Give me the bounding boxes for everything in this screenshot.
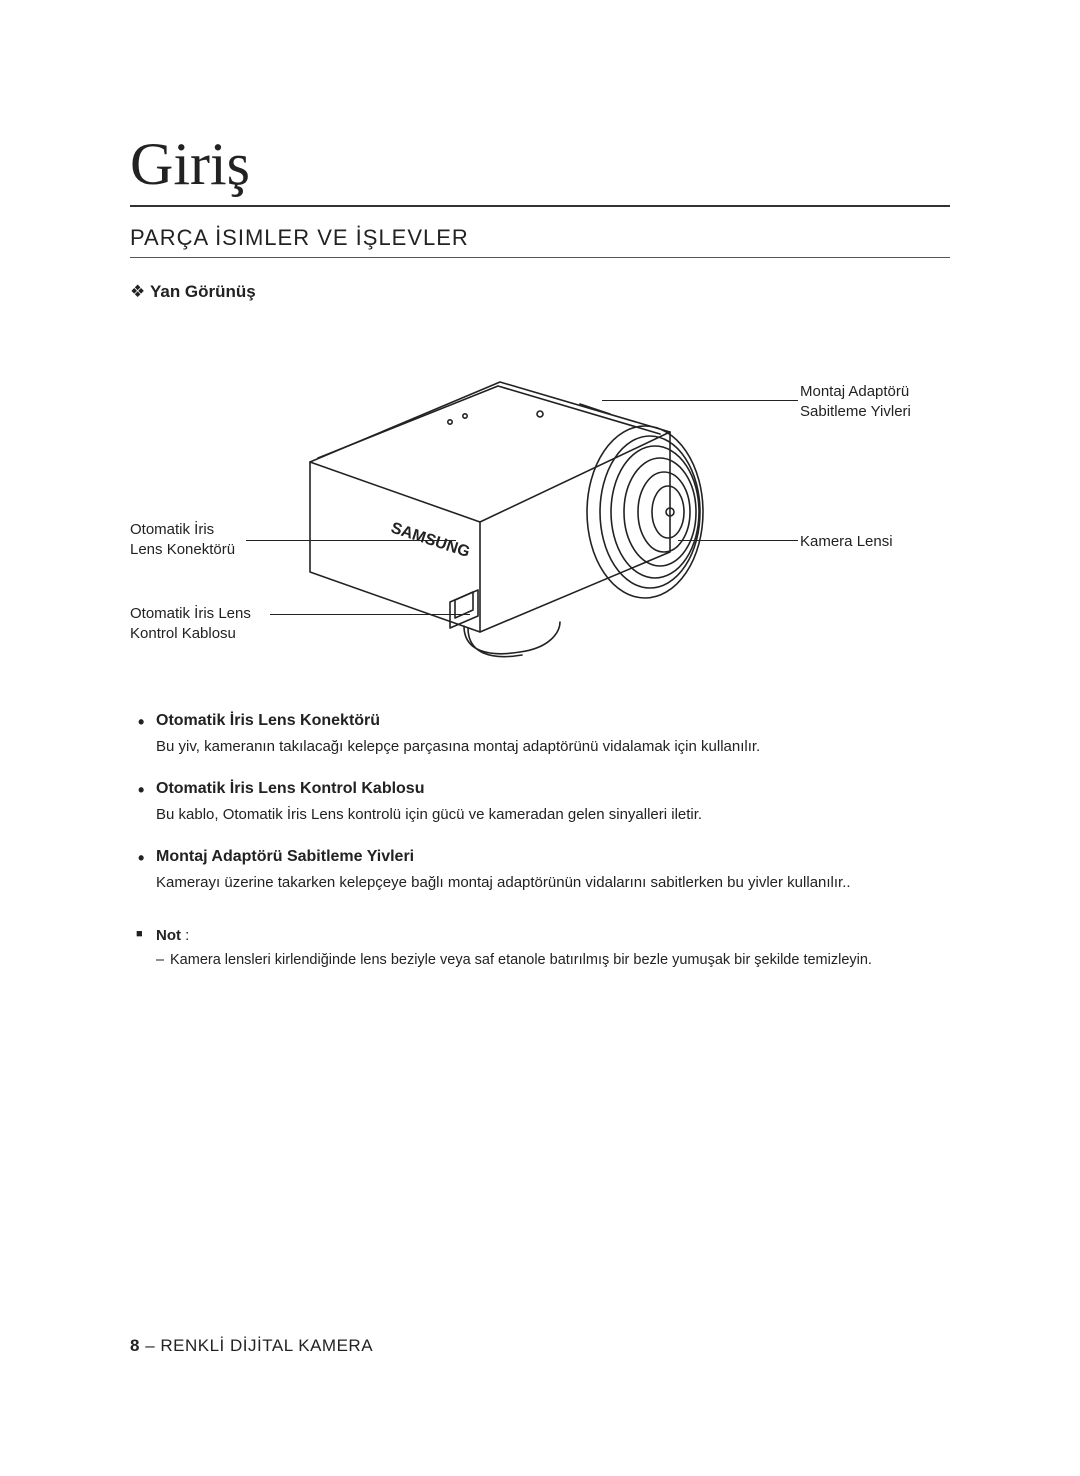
callout-text: Montaj Adaptörü: [800, 382, 911, 402]
callout-text: Kamera Lensi: [800, 532, 893, 552]
definition-item: Otomatik İris Lens Konektörü Bu yiv, kam…: [130, 712, 950, 758]
note-label: Not: [156, 927, 181, 944]
definition-body: Bu kablo, Otomatik İris Lens kontrolü iç…: [156, 804, 950, 826]
definition-head: Otomatik İris Lens Konektörü: [156, 712, 950, 730]
definition-item: Otomatik İris Lens Kontrol Kablosu Bu ka…: [130, 780, 950, 826]
definition-head: Otomatik İris Lens Kontrol Kablosu: [156, 780, 950, 798]
section-title: PARÇA İSIMLER VE İŞLEVLER: [130, 225, 950, 258]
definitions: Otomatik İris Lens Konektörü Bu yiv, kam…: [130, 712, 950, 893]
note-head: Not :: [156, 927, 950, 944]
callout-text: Otomatik İris Lens: [130, 604, 251, 624]
callout-text: Kontrol Kablosu: [130, 624, 251, 644]
definition-body: Bu yiv, kameranın takılacağı kelepçe par…: [156, 736, 950, 758]
definition-body: Kamerayı üzerine takarken kelepçeye bağl…: [156, 872, 950, 894]
subsection-title: Yan Görünüş: [130, 282, 950, 302]
callout-camera-lens: Kamera Lensi: [800, 532, 893, 552]
callout-text: Otomatik İris: [130, 520, 235, 540]
definition-item: Montaj Adaptörü Sabitleme Yivleri Kamera…: [130, 848, 950, 894]
callout-mount-adapter: Montaj Adaptörü Sabitleme Yivleri: [800, 382, 911, 423]
leader-line: [678, 540, 798, 541]
callout-iris-cable: Otomatik İris Lens Kontrol Kablosu: [130, 604, 251, 645]
leader-line: [246, 540, 456, 541]
callout-text: Sabitleme Yivleri: [800, 402, 911, 422]
note-line: Kamera lensleri kirlendiğinde lens beziy…: [156, 950, 950, 972]
footer-doc-title: RENKLİ DİJİTAL KAMERA: [160, 1336, 373, 1355]
callout-text: Lens Konektörü: [130, 540, 235, 560]
page: Giriş PARÇA İSIMLER VE İŞLEVLER Yan Görü…: [130, 130, 950, 972]
definition-head: Montaj Adaptörü Sabitleme Yivleri: [156, 848, 950, 866]
callout-iris-connector: Otomatik İris Lens Konektörü: [130, 520, 235, 561]
leader-line: [602, 400, 798, 401]
leader-line: [270, 614, 470, 615]
chapter-title: Giriş: [130, 130, 950, 207]
footer-separator: –: [140, 1336, 160, 1355]
page-footer: 8 – RENKLİ DİJİTAL KAMERA: [130, 1336, 373, 1356]
page-number: 8: [130, 1336, 140, 1355]
note-block: Not : Kamera lensleri kirlendiğinde lens…: [130, 927, 950, 972]
figure: SAMSUNG Montaj Adaptörü: [130, 322, 950, 682]
camera-line-art: SAMSUNG: [240, 322, 800, 662]
note-colon: :: [181, 927, 189, 944]
